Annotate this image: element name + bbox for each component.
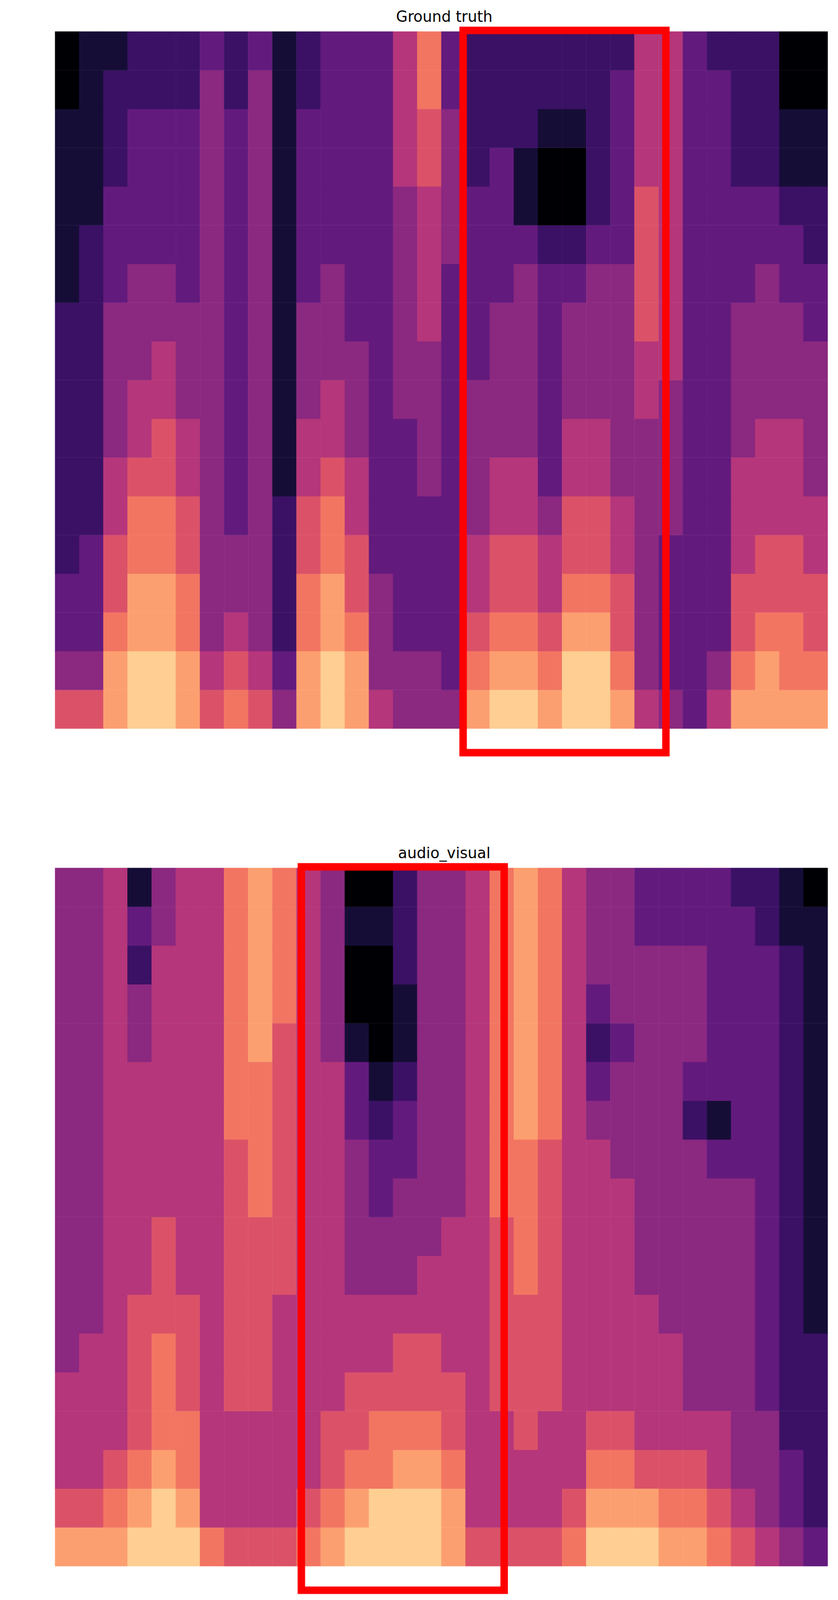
svg-text:audio_visual: audio_visual <box>398 844 491 863</box>
svg-text:Ground truth: Ground truth <box>396 8 493 26</box>
